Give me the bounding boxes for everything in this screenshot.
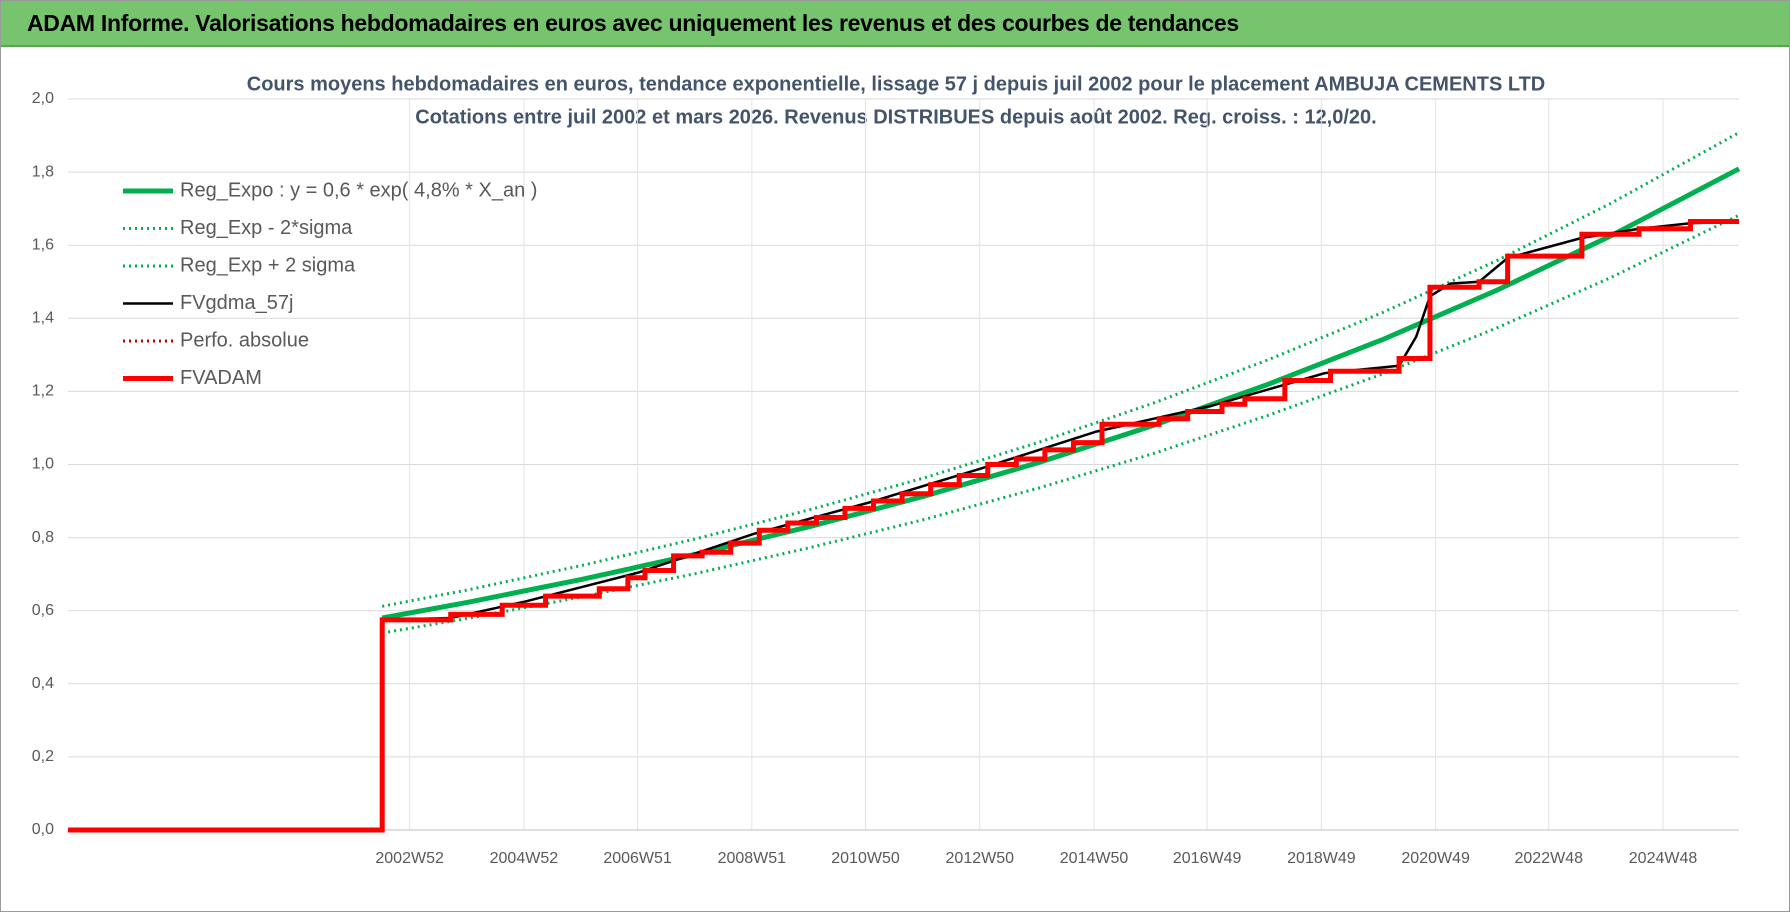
x-tick-label: 2004W52 bbox=[490, 850, 559, 867]
x-tick-label: 2002W52 bbox=[375, 850, 444, 867]
x-tick-label: 2012W50 bbox=[946, 850, 1015, 867]
y-tick-label: 1,2 bbox=[32, 383, 54, 400]
series-line bbox=[381, 213, 1740, 635]
y-tick-label: 2,0 bbox=[32, 90, 54, 107]
header-title: ADAM Informe. Valorisations hebdomadaire… bbox=[27, 10, 1239, 36]
x-tick-label: 2024W48 bbox=[1629, 850, 1698, 867]
y-tick-label: 0,0 bbox=[32, 821, 54, 838]
series-line bbox=[68, 218, 1739, 833]
y-tick-label: 0,6 bbox=[32, 602, 54, 619]
x-tick-label: 2014W50 bbox=[1060, 850, 1129, 867]
legend-label: FVADAM bbox=[180, 367, 262, 389]
x-tick-label: 2010W50 bbox=[831, 850, 900, 867]
chart-title: Cours moyens hebdomadaires en euros, ten… bbox=[247, 73, 1546, 95]
x-tick-label: 2022W48 bbox=[1515, 850, 1584, 867]
x-tick-label: 2008W51 bbox=[718, 850, 787, 867]
x-tick-label: 2016W49 bbox=[1173, 850, 1242, 867]
series-line bbox=[381, 166, 1741, 621]
x-tick-label: 2018W49 bbox=[1287, 850, 1356, 867]
legend-label: Reg_Expo : y = 0,6 * exp( 4,8% * X_an ) bbox=[180, 179, 537, 201]
y-tick-label: 0,2 bbox=[32, 748, 54, 765]
chart-subtitle: Cotations entre juil 2002 et mars 2026. … bbox=[415, 106, 1376, 128]
y-tick-label: 1,8 bbox=[32, 163, 54, 180]
x-tick-label: 2020W49 bbox=[1401, 850, 1470, 867]
legend: Reg_Expo : y = 0,6 * exp( 4,8% * X_an ) R… bbox=[123, 179, 537, 389]
legend-label: Reg_Exp + 2 sigma bbox=[180, 254, 356, 276]
legend-label: FVgdma_57j bbox=[180, 292, 293, 314]
series-line bbox=[381, 131, 1740, 608]
legend-label: Perfo. absolue bbox=[180, 329, 309, 351]
series-line bbox=[68, 220, 1740, 832]
y-tick-label: 0,4 bbox=[32, 675, 54, 692]
y-tick-label: 0,8 bbox=[32, 529, 54, 546]
x-tick-label: 2006W51 bbox=[603, 850, 672, 867]
header-banner: ADAM Informe. Valorisations hebdomadaire… bbox=[1, 1, 1789, 47]
legend-label: Reg_Exp - 2*sigma bbox=[180, 217, 353, 239]
y-tick-label: 1,4 bbox=[32, 310, 54, 327]
y-tick-label: 1,0 bbox=[32, 456, 54, 473]
series-line bbox=[68, 219, 1739, 832]
chart: Cours moyens hebdomadaires en euros, ten… bbox=[32, 73, 1741, 867]
y-tick-label: 1,6 bbox=[32, 236, 54, 253]
